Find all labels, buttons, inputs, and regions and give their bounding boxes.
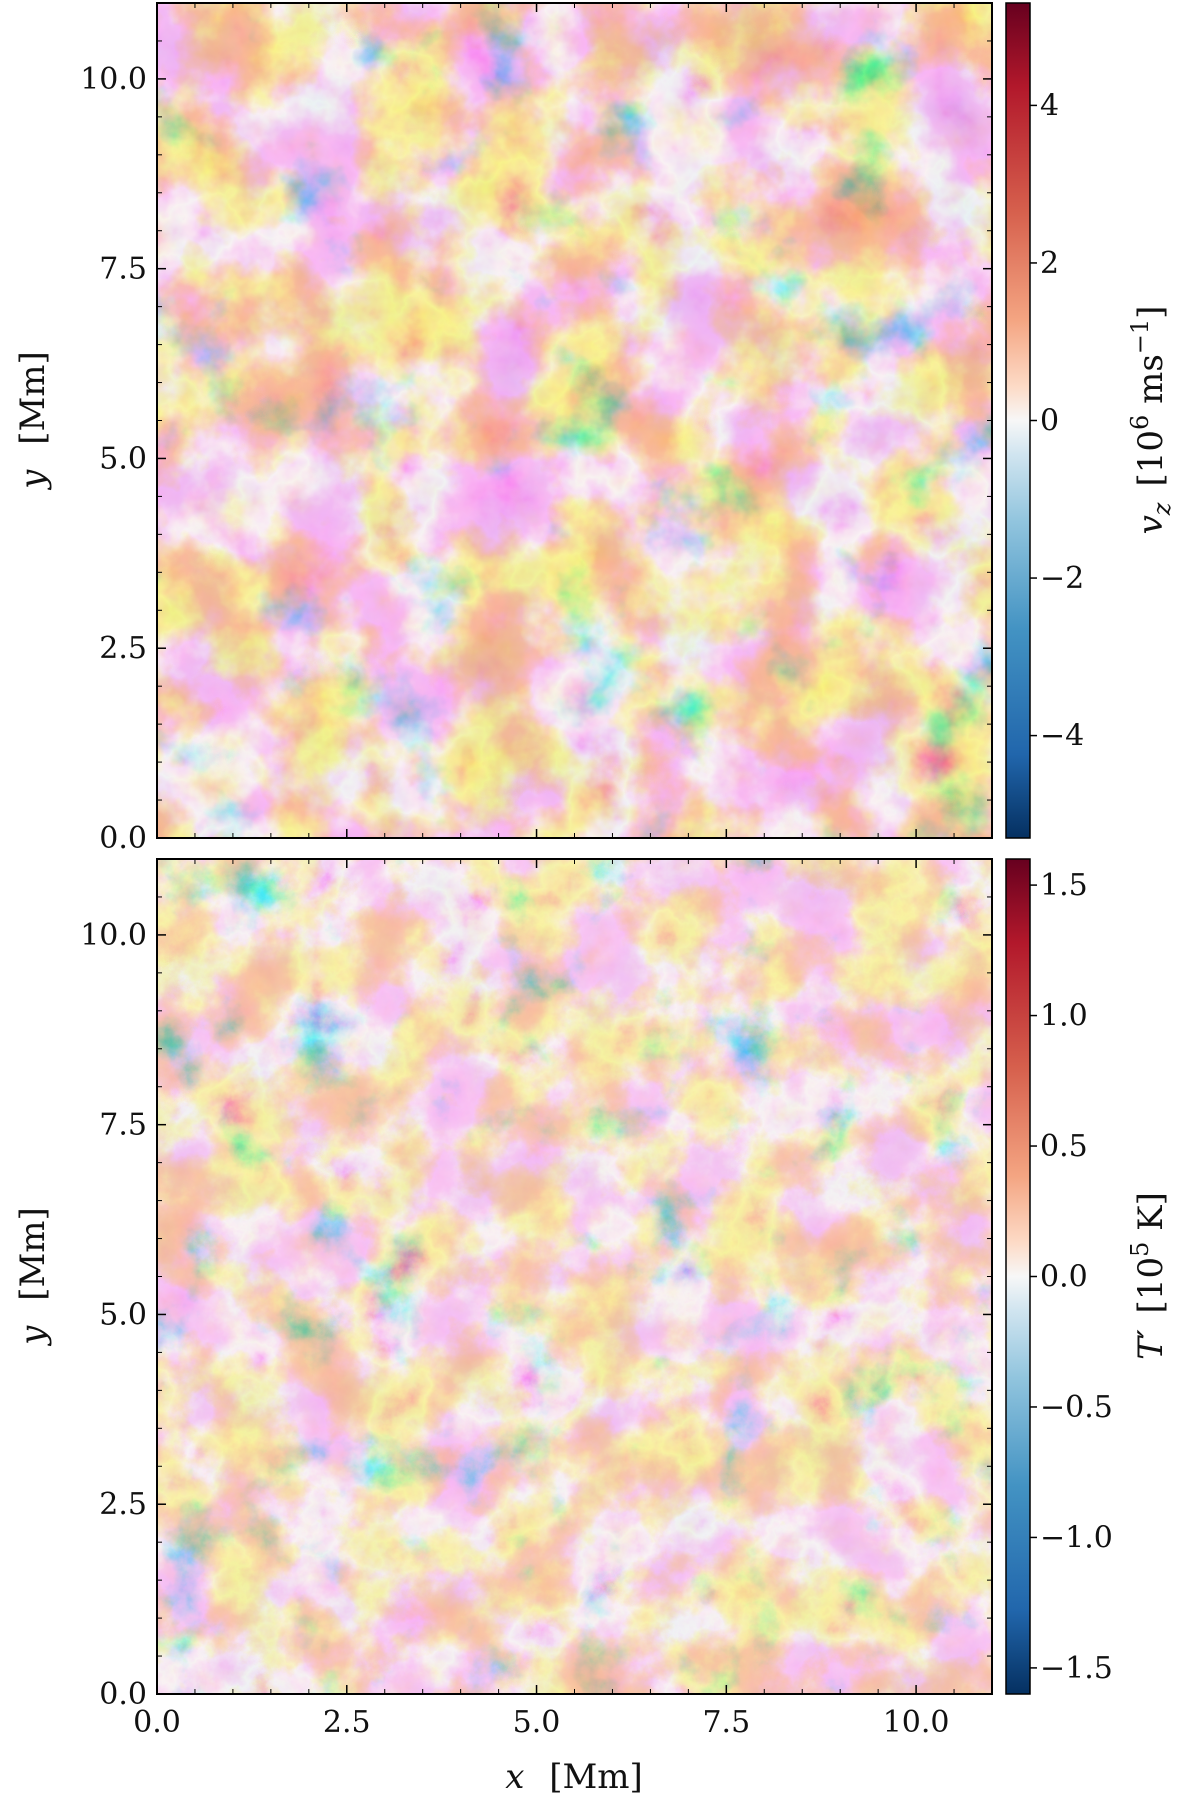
bottom-x-tick-label: 7.5 [702, 1705, 750, 1740]
bottom-colorbar-tick-label: 1.0 [1040, 999, 1088, 1034]
bottom-colorbar-tick-label: −1.5 [1040, 1651, 1113, 1686]
top-colorbar-tick-label: −2 [1040, 561, 1084, 596]
bottom-heatmap [157, 859, 992, 1694]
top-colorbar-ticks: −4 −2 0 2 4 [1030, 88, 1084, 754]
top-colorbar-unit-c: ] [1131, 306, 1171, 319]
top-colorbar-tick-label: −4 [1040, 719, 1084, 754]
top-colorbar-var: v [1131, 515, 1171, 534]
top-y-tick-label: 7.5 [99, 252, 147, 287]
top-colorbar-label: vz [106 ms−1] [1126, 306, 1176, 535]
bottom-colorbar-tick-label: 0.0 [1040, 1260, 1088, 1295]
top-y-axis-var: y [13, 469, 53, 491]
top-y-tick-label: 5.0 [99, 441, 147, 476]
top-colorbar-unit-exp: 6 [1126, 415, 1154, 430]
bottom-panel: 0.0 2.5 5.0 7.5 10.0 0.0 2.5 5.0 7.5 10.0 y [Mm]… [13, 858, 1171, 1795]
top-colorbar-unit-exp2: −1 [1126, 319, 1154, 354]
top-colorbar-tick-label: 0 [1040, 404, 1059, 439]
top-colorbar [1005, 2, 1031, 839]
bottom-y-tick-label: 10.0 [80, 918, 147, 953]
top-y-tick-label: 10.0 [80, 62, 147, 97]
bottom-y-axis-var: y [13, 1325, 53, 1347]
top-x-ticks [156, 3, 955, 838]
bottom-x-axis-var: x [505, 1757, 524, 1795]
bottom-colorbar-label: T′ [105 K] [1126, 1192, 1171, 1360]
bottom-y-tick-label: 7.5 [99, 1108, 147, 1143]
top-y-ticks: 0.0 2.5 5.0 7.5 10.0 [80, 40, 992, 856]
top-heatmap [157, 3, 992, 838]
top-y-axis-label: y [Mm] [13, 351, 53, 491]
top-panel: 0.0 2.5 5.0 7.5 10.0 y [Mm] −4 −2 0 2 4 vz [106 m… [13, 2, 1176, 856]
bottom-colorbar-tick-label: −1.0 [1040, 1520, 1113, 1555]
bottom-x-axis-label: x [Mm] [505, 1757, 643, 1795]
top-colorbar-sub: z [1148, 502, 1176, 516]
bottom-y-axis-unit: [Mm] [13, 1207, 53, 1301]
top-colorbar-tick-label: 2 [1040, 246, 1059, 281]
top-y-tick-label: 2.5 [99, 631, 147, 666]
bottom-x-tick-label: 10.0 [883, 1705, 950, 1740]
bottom-y-tick-label: 0.0 [99, 1677, 147, 1712]
top-colorbar-tick-label: 4 [1040, 88, 1059, 123]
top-colorbar-unit-b: ms [1131, 354, 1171, 415]
bottom-x-tick-label: 0.0 [133, 1705, 181, 1740]
bottom-x-ticks: 0.0 2.5 5.0 7.5 10.0 [133, 859, 955, 1740]
top-colorbar-unit-a: [10 [1131, 430, 1171, 487]
bottom-colorbar-unit-a: [10 [1131, 1257, 1171, 1314]
bottom-y-ticks: 0.0 2.5 5.0 7.5 10.0 [80, 896, 992, 1712]
bottom-colorbar-tick-label: 1.5 [1040, 868, 1088, 903]
bottom-colorbar-unit-b: K] [1131, 1192, 1171, 1241]
bottom-x-tick-label: 2.5 [323, 1705, 371, 1740]
bottom-y-axis-label: y [Mm] [13, 1207, 53, 1347]
bottom-colorbar-tick-label: 0.5 [1040, 1129, 1088, 1164]
bottom-colorbar-var: T′ [1131, 1329, 1171, 1360]
bottom-y-tick-label: 2.5 [99, 1487, 147, 1522]
top-y-axis-unit: [Mm] [13, 351, 53, 445]
bottom-y-tick-label: 5.0 [99, 1297, 147, 1332]
bottom-x-axis-unit: [Mm] [549, 1757, 643, 1795]
bottom-colorbar-unit-exp: 5 [1126, 1242, 1154, 1257]
bottom-colorbar-ticks: −1.5 −1.0 −0.5 0.0 0.5 1.0 1.5 [1030, 868, 1113, 1686]
bottom-colorbar-tick-label: −0.5 [1040, 1390, 1113, 1425]
top-y-tick-label: 0.0 [99, 821, 147, 856]
bottom-x-tick-label: 5.0 [513, 1705, 561, 1740]
bottom-colorbar [1005, 858, 1031, 1695]
